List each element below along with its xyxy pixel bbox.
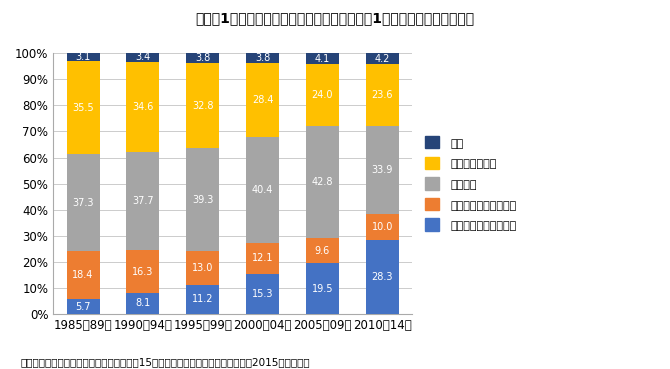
- Bar: [246, 274, 279, 314]
- Bar: [306, 238, 339, 263]
- Bar: [67, 61, 100, 154]
- Text: 4.1: 4.1: [315, 54, 330, 63]
- Text: 3.4: 3.4: [135, 52, 151, 62]
- Text: 3.1: 3.1: [76, 52, 90, 62]
- Bar: [306, 263, 339, 314]
- Bar: [127, 250, 159, 293]
- Text: 3.8: 3.8: [195, 53, 210, 63]
- Text: 40.4: 40.4: [252, 185, 273, 195]
- Bar: [366, 53, 399, 64]
- Text: 35.5: 35.5: [72, 103, 94, 113]
- Text: 3.8: 3.8: [255, 53, 270, 63]
- Text: 16.3: 16.3: [132, 267, 153, 277]
- Bar: [306, 127, 339, 238]
- Text: 18.4: 18.4: [72, 270, 94, 280]
- Text: 19.5: 19.5: [312, 283, 333, 294]
- Bar: [67, 154, 100, 251]
- Bar: [366, 64, 399, 126]
- Bar: [67, 299, 100, 314]
- Text: 12.1: 12.1: [252, 254, 273, 263]
- Bar: [186, 53, 219, 63]
- Text: 28.3: 28.3: [371, 272, 393, 282]
- Text: 39.3: 39.3: [192, 194, 214, 205]
- Text: 23.6: 23.6: [371, 90, 393, 100]
- Text: 24.0: 24.0: [312, 90, 333, 100]
- Bar: [186, 251, 219, 285]
- Bar: [306, 64, 339, 127]
- Text: 9.6: 9.6: [315, 246, 330, 256]
- Text: 8.1: 8.1: [135, 299, 151, 308]
- Bar: [186, 285, 219, 314]
- Bar: [246, 137, 279, 242]
- Bar: [366, 126, 399, 214]
- Bar: [186, 148, 219, 251]
- Bar: [127, 152, 159, 250]
- Bar: [246, 53, 279, 63]
- Bar: [366, 214, 399, 240]
- Bar: [246, 63, 279, 137]
- Text: 42.8: 42.8: [312, 177, 333, 187]
- Legend: 不詳, 妊娠前から無職, 出産退職, 就業継続（育休なし）, 就業継続（育休利用）: 不詳, 妊娠前から無職, 出産退職, 就業継続（育休なし）, 就業継続（育休利用…: [423, 133, 519, 234]
- Text: 10.0: 10.0: [371, 222, 393, 232]
- Text: 11.2: 11.2: [192, 294, 214, 304]
- Bar: [127, 53, 159, 62]
- Text: シート1　出産前有職者に係る（出生年別）第1子出産前後での就業状況: シート1 出産前有職者に係る（出生年別）第1子出産前後での就業状況: [196, 11, 474, 25]
- Bar: [67, 53, 100, 61]
- Text: 4.2: 4.2: [375, 54, 390, 64]
- Text: 37.3: 37.3: [72, 197, 94, 207]
- Text: 資料）国立社会保障・人口問題研究所「第15回出生動向基本調査（夫婦調査）」2015年より作成: 資料）国立社会保障・人口問題研究所「第15回出生動向基本調査（夫婦調査）」201…: [20, 357, 310, 367]
- Bar: [67, 251, 100, 299]
- Text: 33.9: 33.9: [371, 165, 393, 175]
- Bar: [306, 53, 339, 64]
- Text: 5.7: 5.7: [76, 301, 91, 311]
- Bar: [246, 242, 279, 274]
- Text: 32.8: 32.8: [192, 101, 214, 111]
- Bar: [127, 62, 159, 152]
- Bar: [186, 63, 219, 148]
- Text: 34.6: 34.6: [132, 102, 153, 112]
- Text: 28.4: 28.4: [252, 95, 273, 105]
- Bar: [366, 240, 399, 314]
- Text: 37.7: 37.7: [132, 196, 153, 206]
- Text: 13.0: 13.0: [192, 263, 214, 273]
- Text: 15.3: 15.3: [252, 289, 273, 299]
- Bar: [127, 293, 159, 314]
